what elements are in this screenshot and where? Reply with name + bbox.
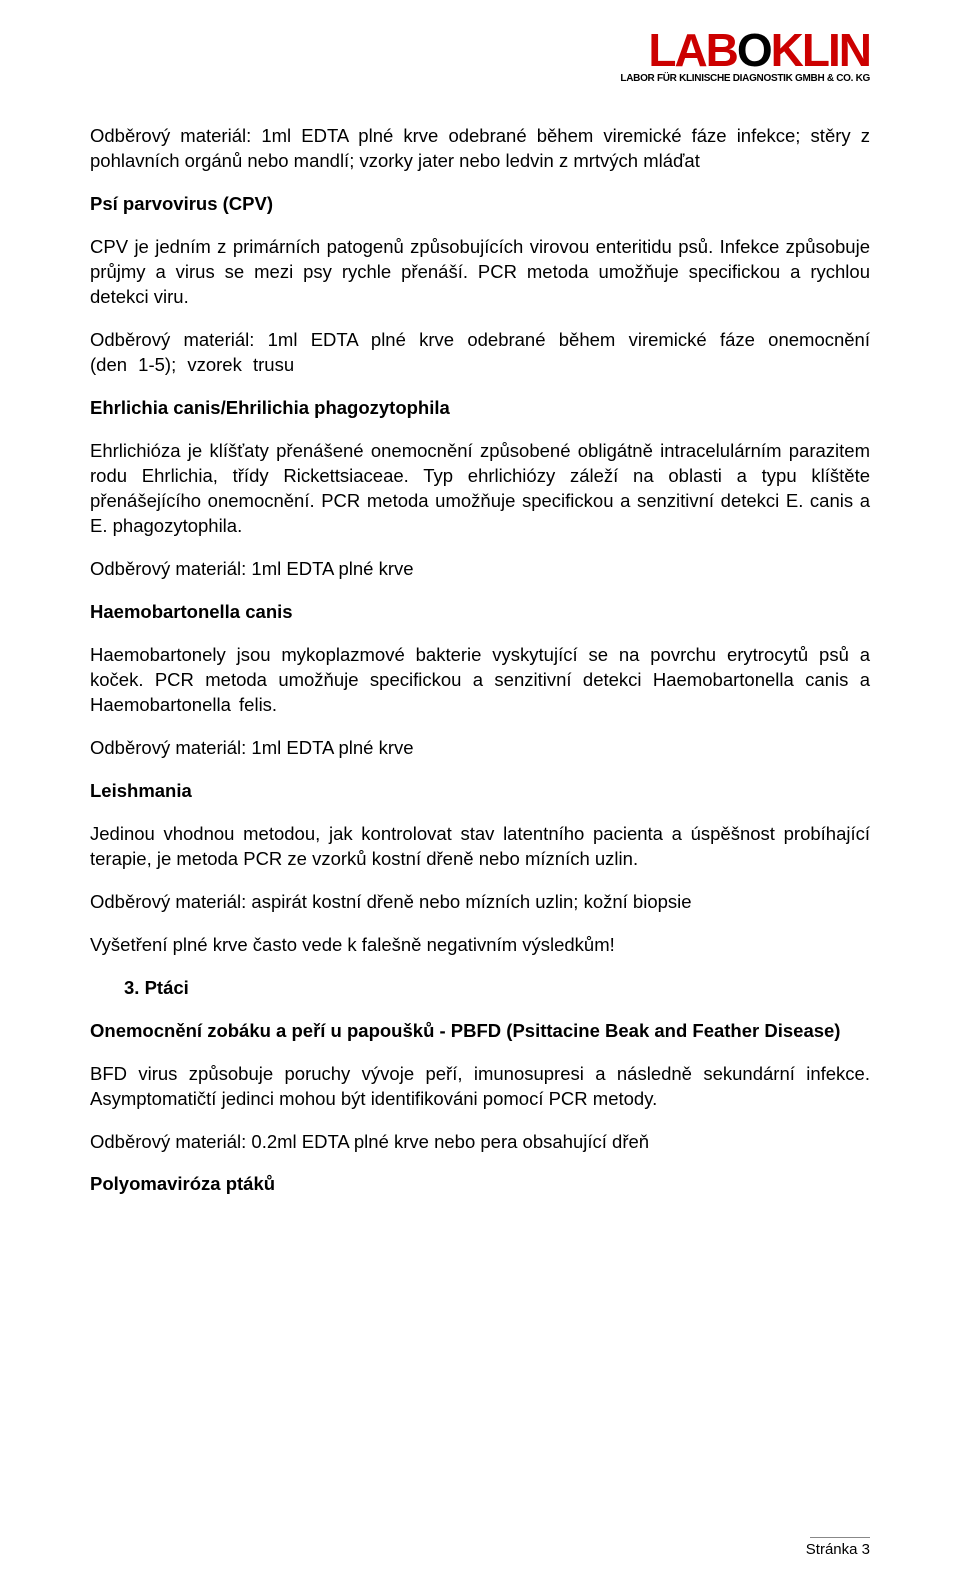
page-footer: Stránka 3: [806, 1537, 870, 1558]
paragraph: Odběrový materiál: 1ml EDTA plné krve od…: [90, 328, 870, 378]
paragraph: Odběrový materiál: 1ml EDTA plné krve: [90, 736, 870, 761]
paragraph: Vyšetření plné krve často vede k falešně…: [90, 933, 870, 958]
page-number: Stránka 3: [806, 1541, 870, 1558]
section-heading: Leishmania: [90, 779, 870, 804]
paragraph: Odběrový materiál: aspirát kostní dřeně …: [90, 890, 870, 915]
section-heading: Polyomaviróza ptáků: [90, 1172, 870, 1197]
paragraph: Odběrový materiál: 0.2ml EDTA plné krve …: [90, 1130, 870, 1155]
section-heading: Onemocnění zobáku a peří u papoušků - PB…: [90, 1019, 870, 1044]
paragraph: Odběrový materiál: 1ml EDTA plné krve od…: [90, 124, 870, 174]
section-heading: Psí parvovirus (CPV): [90, 192, 870, 217]
section-heading: Ehrlichia canis/Ehrilichia phagozytophil…: [90, 396, 870, 421]
paragraph: BFD virus způsobuje poruchy vývoje peří,…: [90, 1062, 870, 1112]
paragraph: Haemobartonely jsou mykoplazmové bakteri…: [90, 643, 870, 718]
company-logo: LABOKLIN LABOR FÜR KLINISCHE DIAGNOSTIK …: [620, 30, 870, 84]
logo-text: LABOKLIN: [620, 30, 870, 71]
paragraph: Jedinou vhodnou metodou, jak kontrolovat…: [90, 822, 870, 872]
document-content: Odběrový materiál: 1ml EDTA plné krve od…: [90, 124, 870, 1197]
document-page: LABOKLIN LABOR FÜR KLINISCHE DIAGNOSTIK …: [0, 0, 960, 1588]
paragraph: Ehrlichióza je klíšťaty přenášené onemoc…: [90, 439, 870, 539]
logo-post: KLIN: [771, 24, 870, 76]
numbered-heading: 3. Ptáci: [90, 976, 870, 1001]
logo-o: O: [737, 24, 771, 76]
paragraph: Odběrový materiál: 1ml EDTA plné krve: [90, 557, 870, 582]
footer-divider: [810, 1537, 870, 1538]
page-header: LABOKLIN LABOR FÜR KLINISCHE DIAGNOSTIK …: [90, 30, 870, 84]
logo-pre: LAB: [648, 24, 737, 76]
section-heading: Haemobartonella canis: [90, 600, 870, 625]
paragraph: CPV je jedním z primárních patogenů způs…: [90, 235, 870, 310]
logo-subtitle: LABOR FÜR KLINISCHE DIAGNOSTIK GMBH & CO…: [620, 73, 870, 84]
